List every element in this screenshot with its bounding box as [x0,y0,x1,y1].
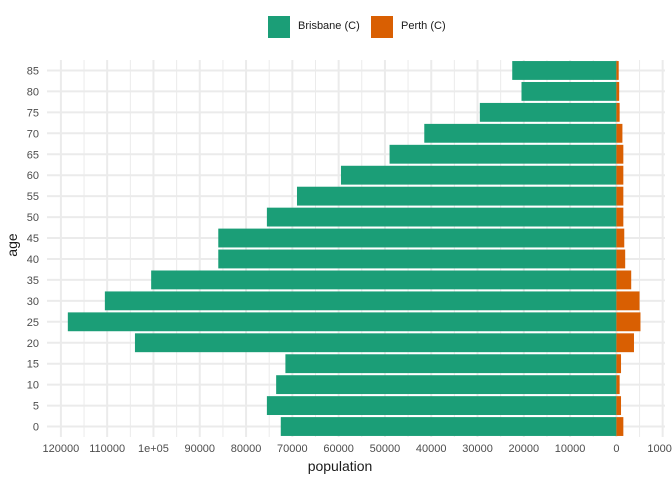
y-tick-label-60: 60 [27,170,39,182]
x-tick-label: 30000 [462,443,493,455]
y-tick-label-10: 10 [27,380,39,392]
y-tick-label-70: 70 [27,128,39,140]
bar-brisbane-c-age-10 [276,375,617,395]
bar-perth-c-age-55 [616,186,624,206]
bar-perth-c-age-0 [616,417,624,436]
bar-perth-c-age-30 [616,291,640,311]
bar-perth-c-age-50 [616,207,624,227]
bar-perth-c-age-15 [616,354,622,374]
bar-brisbane-c-age-15 [285,354,617,374]
y-tick-label-35: 35 [27,275,39,287]
bar-brisbane-c-age-75 [479,102,617,122]
x-tick-label: 0 [613,443,619,455]
y-tick-label-0: 0 [33,422,39,434]
legend-label-brisbane: Brisbane (C) [298,20,360,32]
bar-brisbane-c-age-35 [151,270,617,290]
y-tick-labels: 0 5 10 15 20 25 30 35 40 45 50 55 60 65 70 75 80 85 [27,65,39,433]
bar-brisbane-c-age-30 [104,291,617,311]
bars-layer [67,61,641,436]
bar-perth-c-age-40 [616,249,626,269]
bar-perth-c-age-5 [616,396,622,416]
x-tick-labels: 120000 110000 1e+05 90000 80000 70000 60000 500… [43,443,672,455]
bar-brisbane-c-age-60 [340,165,617,185]
y-tick-label-45: 45 [27,233,39,245]
y-tick-label-75: 75 [27,107,39,119]
bar-perth-c-age-75 [616,102,620,122]
bar-perth-c-age-20 [616,333,634,353]
bar-brisbane-c-age-65 [389,144,617,164]
x-tick-label: 40000 [416,443,447,455]
x-tick-label: 80000 [231,443,262,455]
y-tick-label-80: 80 [27,86,39,98]
legend-label-perth: Perth (C) [401,20,446,32]
y-tick-label-30: 30 [27,296,39,308]
legend-swatch-perth [371,16,393,38]
y-tick-label-55: 55 [27,191,39,203]
bar-brisbane-c-age-20 [134,333,617,353]
x-tick-label: 110000 [89,443,125,455]
y-tick-label-25: 25 [27,317,39,329]
bar-perth-c-age-65 [616,144,624,164]
bar-brisbane-c-age-85 [512,61,617,80]
x-tick-label: 60000 [323,443,354,455]
bar-brisbane-c-age-45 [218,228,617,248]
bar-brisbane-c-age-55 [296,186,617,206]
bar-perth-c-age-25 [616,312,641,332]
x-tick-label: 50000 [370,443,401,455]
x-tick-label: 10000 [555,443,586,455]
y-tick-label-85: 85 [27,65,39,77]
x-tick-label: 120000 [43,443,80,455]
x-tick-label: 70000 [277,443,308,455]
bar-brisbane-c-age-40 [218,249,617,269]
bar-perth-c-age-35 [616,270,632,290]
y-tick-label-50: 50 [27,212,39,224]
bar-brisbane-c-age-5 [266,396,617,416]
x-tick-label: 90000 [184,443,215,455]
bar-perth-c-age-80 [616,81,620,101]
bar-brisbane-c-age-25 [67,312,617,332]
bar-perth-c-age-70 [616,123,623,143]
y-axis-title: age [4,233,20,257]
bar-brisbane-c-age-70 [424,123,617,143]
y-tick-label-40: 40 [27,254,39,266]
bar-perth-c-age-85 [616,61,619,80]
x-tick-label: 20000 [509,443,540,455]
y-tick-label-15: 15 [27,359,39,371]
y-tick-label-65: 65 [27,149,39,161]
x-tick-label: 1e+05 [138,443,169,455]
bar-brisbane-c-age-80 [521,81,617,101]
bar-perth-c-age-45 [616,228,625,248]
bar-perth-c-age-60 [616,165,624,185]
x-tick-label: 10000 [647,443,672,455]
y-tick-label-5: 5 [33,401,39,413]
bar-brisbane-c-age-50 [266,207,617,227]
legend: Brisbane (C) Perth (C) [0,16,672,40]
bar-brisbane-c-age-0 [280,417,617,436]
bar-perth-c-age-10 [616,375,620,395]
x-axis-title: population [308,458,373,474]
legend-swatch-brisbane [268,16,290,38]
y-tick-label-20: 20 [27,338,39,350]
